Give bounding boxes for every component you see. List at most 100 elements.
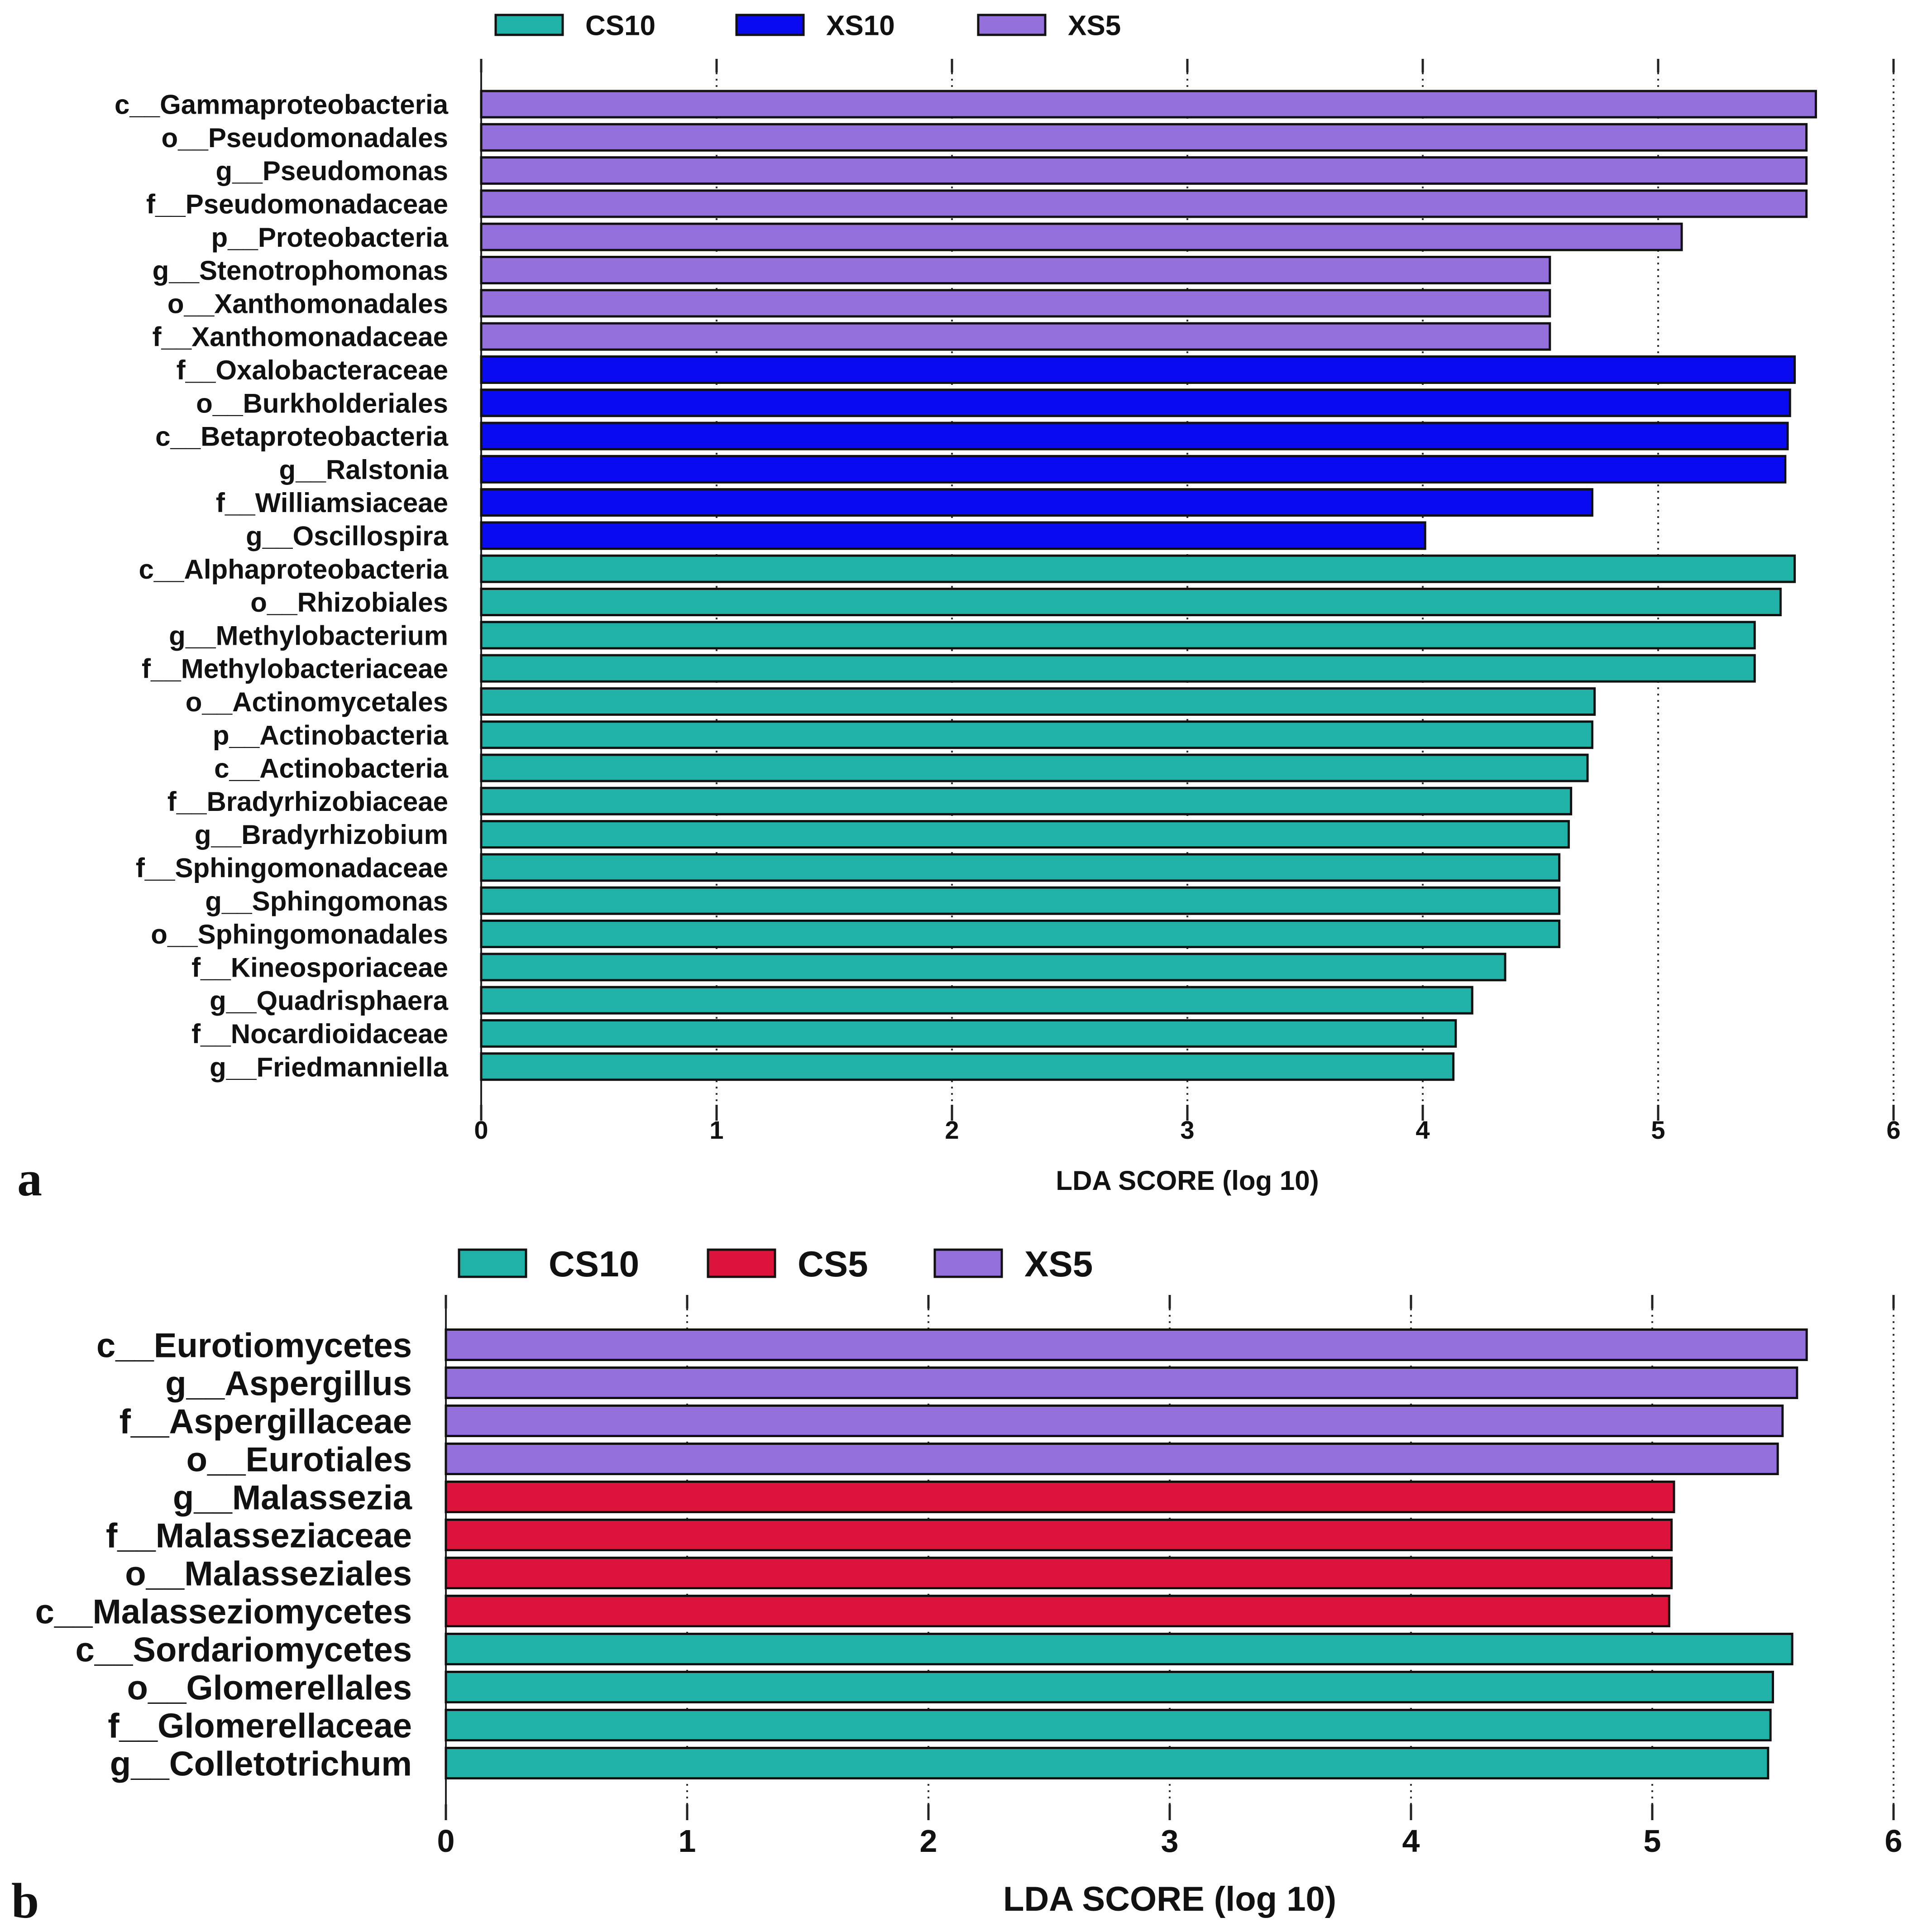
bar-cs10 xyxy=(480,621,1756,650)
bar-xs10 xyxy=(480,455,1787,484)
x-axis-title: LDA SCORE (log 10) xyxy=(1056,1165,1319,1196)
x-tick-label: 3 xyxy=(1180,1116,1194,1144)
x-tick-label: 1 xyxy=(679,1823,696,1859)
bar-label: p__Actinobacteria xyxy=(213,720,449,750)
x-tick-label: 6 xyxy=(1885,1823,1903,1859)
panel-a-chart: 0 1 2 3 4 5 6 c__Gammaproteobacteriao__Pseudomo… xyxy=(17,10,1901,1206)
bar-label: o__Malasseziales xyxy=(125,1554,412,1593)
legend-label: XS5 xyxy=(1068,10,1121,41)
x-tick-label: 2 xyxy=(945,1116,959,1144)
bar-xs10 xyxy=(480,488,1593,517)
panel-b-chart: 0 1 2 3 4 5 6c__Eurotiomycetesg__Aspergillusf_… xyxy=(11,1244,1902,1928)
bar-label: c__Gammaproteobacteria xyxy=(115,90,449,120)
bar-label: g__Ralstonia xyxy=(279,455,449,485)
x-tick-label: 6 xyxy=(1886,1116,1900,1144)
bar-label: g__Methylobacterium xyxy=(169,620,448,651)
bar-label: f__Sphingomonadaceae xyxy=(136,853,448,883)
bar-cs10 xyxy=(480,1052,1455,1081)
bar-cs10 xyxy=(480,554,1796,583)
panel-letter: a xyxy=(17,1151,42,1206)
bar-cs5 xyxy=(445,1557,1673,1589)
bar-label: g__Pseudomonas xyxy=(216,156,449,186)
x-tick-label: 3 xyxy=(1161,1823,1179,1859)
bar-label: c__Betaproteobacteria xyxy=(155,422,449,452)
bar-cs10 xyxy=(445,1747,1770,1779)
bar-label: f__Glomerellaceae xyxy=(108,1707,412,1745)
bar-cs5 xyxy=(445,1481,1675,1513)
x-tick-label: 5 xyxy=(1644,1823,1661,1859)
bar-label: g__Malassezia xyxy=(173,1478,412,1517)
bar-label: g__Bradyrhizobium xyxy=(195,820,448,850)
bar-label: f__Nocardioidaceae xyxy=(191,1019,448,1049)
legend-label: CS10 xyxy=(585,10,655,41)
bar-label: f__Kineosporiaceae xyxy=(191,952,448,983)
bar-xs5 xyxy=(480,90,1817,119)
legend-swatch-cs10 xyxy=(494,14,564,36)
bar-xs10 xyxy=(480,388,1791,417)
x-tick-label: 4 xyxy=(1402,1823,1420,1859)
legend-swatch-xs5 xyxy=(933,1248,1003,1278)
bar-cs10 xyxy=(480,953,1506,982)
bar-label: g__Sphingomonas xyxy=(205,886,448,916)
bar-cs10 xyxy=(480,1019,1457,1048)
bar-xs10 xyxy=(480,422,1789,451)
bar-label: f__Methylobacteriaceae xyxy=(142,654,448,684)
legend-swatch-cs10 xyxy=(458,1248,527,1278)
bar-label: g__Stenotrophomonas xyxy=(153,255,448,286)
bar-xs5 xyxy=(445,1366,1798,1399)
legend-swatch-xs10 xyxy=(735,14,805,36)
bar-cs10 xyxy=(480,588,1782,616)
x-tick-label: 2 xyxy=(920,1823,937,1859)
bar-label: o__Rhizobiales xyxy=(250,587,448,618)
bar-xs5 xyxy=(480,156,1808,185)
legend-label: CS10 xyxy=(549,1244,639,1284)
bar-cs10 xyxy=(480,986,1473,1015)
bar-xs5 xyxy=(445,1328,1808,1361)
panel-letter: b xyxy=(11,1873,39,1928)
bar-xs10 xyxy=(480,355,1796,384)
bar-label: c__Malasseziomycetes xyxy=(35,1592,412,1631)
legend-swatch-xs5 xyxy=(977,14,1047,36)
bar-cs10 xyxy=(480,820,1570,849)
bar-xs5 xyxy=(480,222,1683,251)
bar-label: o__Burkholderiales xyxy=(196,388,448,418)
bar-label: c__Alphaproteobacteria xyxy=(139,554,448,585)
x-tick-label: 0 xyxy=(437,1823,455,1859)
bar-label: g__Colletotrichum xyxy=(110,1745,412,1783)
bar-xs5 xyxy=(480,189,1808,218)
bar-label: g__Quadrisphaera xyxy=(210,986,449,1016)
x-tick-label: 0 xyxy=(474,1116,488,1144)
x-tick-label: 1 xyxy=(709,1116,723,1144)
bar-label: g__Oscillospira xyxy=(246,521,448,551)
bar-label: f__Pseudomonadaceae xyxy=(146,189,448,220)
x-tick-label: 4 xyxy=(1416,1116,1430,1144)
bar-xs5 xyxy=(480,256,1551,284)
bar-label: c__Actinobacteria xyxy=(214,753,449,784)
bar-cs10 xyxy=(480,786,1573,815)
bar-cs5 xyxy=(445,1519,1673,1551)
bar-label: f__Xanthomonadaceae xyxy=(152,322,448,352)
bar-cs10 xyxy=(480,753,1589,782)
bar-cs10 xyxy=(480,687,1596,716)
bar-xs10 xyxy=(480,521,1426,550)
legend-label: XS5 xyxy=(1024,1244,1093,1284)
bar-label: f__Williamsiaceae xyxy=(216,488,448,518)
bar-label: g__Aspergillus xyxy=(165,1364,412,1403)
legend-swatch-cs5 xyxy=(707,1248,776,1278)
x-axis-title: LDA SCORE (log 10) xyxy=(1003,1880,1336,1918)
bar-label: f__Oxalobacteraceae xyxy=(177,355,448,385)
bar-cs10 xyxy=(445,1671,1774,1703)
bar-label: p__Proteobacteria xyxy=(211,222,448,253)
bar-cs10 xyxy=(480,853,1561,882)
bar-label: o__Sphingomonadales xyxy=(151,919,448,949)
bar-label: o__Eurotiales xyxy=(187,1440,412,1479)
bar-label: g__Friedmanniella xyxy=(210,1052,448,1082)
bar-label: f__Malasseziaceae xyxy=(106,1516,412,1555)
bar-label: c__Eurotiomycetes xyxy=(96,1326,412,1365)
bar-cs10 xyxy=(445,1633,1793,1665)
legend-label: XS10 xyxy=(826,10,895,41)
bar-label: f__Aspergillaceae xyxy=(120,1402,412,1441)
bar-xs5 xyxy=(480,123,1808,152)
bar-cs5 xyxy=(445,1595,1670,1627)
